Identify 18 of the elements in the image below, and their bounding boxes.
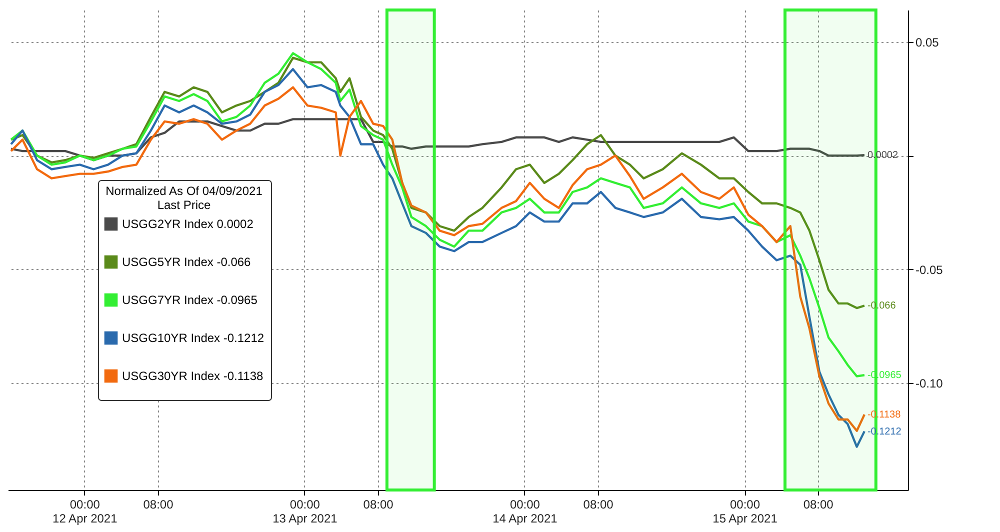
x-tick-label: 00:00 15 Apr 2021 xyxy=(712,498,778,526)
x-tick-label: 08:00 xyxy=(363,498,394,512)
legend-label: USGG7YR Index -0.0965 xyxy=(122,293,258,307)
y-tick-label: -0.10 xyxy=(916,376,944,391)
x-tick-label: 08:00 xyxy=(583,498,614,512)
y-tick-label: 0.05 xyxy=(916,35,940,50)
y-tick-label: -0.05 xyxy=(916,262,944,277)
x-tick-label: 08:00 xyxy=(803,498,834,512)
legend-title: Normalized As Of 04/09/2021 Last Price xyxy=(106,184,263,212)
legend-label: USGG10YR Index -0.1212 xyxy=(122,331,264,345)
line-series xyxy=(10,56,866,310)
x-tick-label: 00:00 12 Apr 2021 xyxy=(52,498,118,526)
legend-label: USGG2YR Index 0.0002 xyxy=(122,217,254,231)
x-tick-label: 00:00 13 Apr 2021 xyxy=(272,498,338,526)
x-tick-label: 08:00 xyxy=(143,498,174,512)
x-tick-label: 00:00 14 Apr 2021 xyxy=(492,498,558,526)
legend-label: USGG30YR Index -0.1138 xyxy=(122,369,264,383)
legend-label: USGG5YR Index -0.066 xyxy=(122,255,252,269)
